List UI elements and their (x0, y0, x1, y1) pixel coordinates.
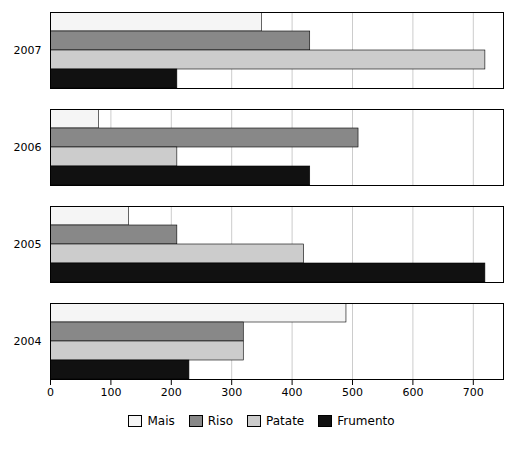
svg-text:700: 700 (463, 386, 484, 399)
svg-text:0: 0 (47, 386, 54, 399)
svg-text:200: 200 (161, 386, 182, 399)
svg-text:400: 400 (282, 386, 303, 399)
html-text:Frumento: Frumento (337, 414, 395, 428)
html-text:Mais: Mais (147, 414, 175, 428)
svg-text:2007: 2007 (14, 44, 42, 57)
html-text:Patate: Patate (266, 414, 305, 428)
svg-text:500: 500 (342, 386, 363, 399)
svg-text:2006: 2006 (14, 141, 42, 154)
svg-text:2004: 2004 (14, 335, 42, 348)
svg-text:300: 300 (221, 386, 242, 399)
html-text:Riso: Riso (207, 414, 233, 428)
svg-text:600: 600 (402, 386, 423, 399)
svg-text:2005: 2005 (14, 238, 42, 251)
svg-text:100: 100 (100, 386, 121, 399)
